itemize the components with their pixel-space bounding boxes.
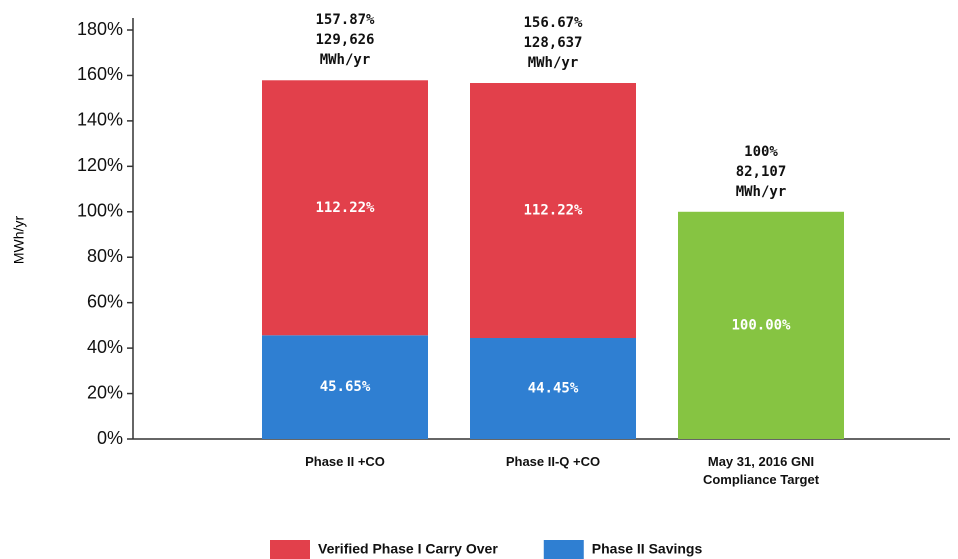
y-axis-label: MWh/yr xyxy=(11,216,27,265)
y-tick-label: 100% xyxy=(77,201,123,221)
total-annotation: 157.87% xyxy=(315,12,375,29)
bar-segment xyxy=(678,211,844,439)
legend-swatch xyxy=(543,540,584,559)
y-tick-label: 120% xyxy=(77,155,123,175)
y-tick-label: 180% xyxy=(77,19,123,39)
legend-swatch xyxy=(270,540,310,559)
legend-label: Phase II Savings xyxy=(592,541,703,557)
value-label: 44.45% xyxy=(528,380,579,396)
value-label: 112.22% xyxy=(315,200,375,216)
y-tick-label: 160% xyxy=(77,64,123,84)
y-tick-label: 20% xyxy=(87,382,123,402)
y-tick-label: 0% xyxy=(97,428,123,448)
value-label: 112.22% xyxy=(523,203,583,219)
total-annotation: 82,107 xyxy=(735,163,787,180)
legend-label: Verified Phase I Carry Over xyxy=(318,541,498,557)
bar-segment xyxy=(470,337,636,439)
x-tick-label: Phase II +CO xyxy=(305,454,385,469)
total-annotation: MWh/yr xyxy=(527,55,579,71)
bar-segment xyxy=(262,335,428,439)
y-tick-label: 140% xyxy=(77,110,123,130)
total-annotation: 129,626 xyxy=(315,32,375,49)
value-label: 100.00% xyxy=(731,317,791,333)
x-tick-label: May 31, 2016 GNI Compliance Target xyxy=(702,454,820,487)
y-tick-label: 40% xyxy=(87,337,123,357)
total-annotation: MWh/yr xyxy=(319,52,371,69)
total-annotation: MWh/yr xyxy=(735,183,787,200)
bar-segment xyxy=(470,83,636,338)
total-annotation: 100% xyxy=(744,143,778,160)
bar-segment xyxy=(262,80,428,336)
total-annotation: 128,637 xyxy=(523,35,583,51)
x-tick-label: Phase II-Q +CO xyxy=(505,454,601,469)
y-tick-label: 80% xyxy=(87,246,123,266)
total-annotation: 156.67% xyxy=(523,15,583,31)
y-tick-label: 60% xyxy=(87,291,123,311)
value-label: 45.65% xyxy=(320,379,371,395)
